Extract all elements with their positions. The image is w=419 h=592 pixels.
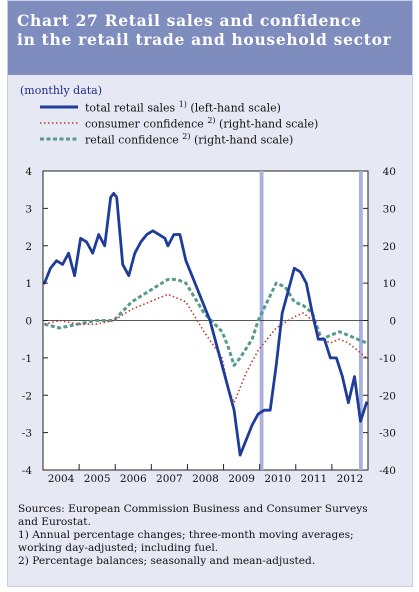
note-line-1: Sources: European Commission Business an… bbox=[18, 503, 368, 515]
x-tick-label-2012: 2012 bbox=[337, 473, 364, 485]
right-tick-label--20: -20 bbox=[379, 390, 396, 402]
x-tick-label-2006: 2006 bbox=[120, 473, 147, 485]
series-line-retail-sales bbox=[43, 192, 368, 457]
left-tick-label--4: -4 bbox=[22, 465, 33, 477]
left-tick-label-1: 1 bbox=[25, 278, 32, 290]
note-line-2: and Eurostat. bbox=[18, 516, 91, 528]
left-tick-label-3: 3 bbox=[25, 203, 32, 215]
right-tick-label-40: 40 bbox=[383, 166, 396, 178]
left-tick-label-0: 0 bbox=[25, 316, 32, 328]
legend-swatch-retail-sales bbox=[40, 105, 78, 109]
note-line-3: 1) Annual percentage changes; three-mont… bbox=[18, 529, 354, 541]
note-line-5: 2) Percentage balances; seasonally and m… bbox=[18, 555, 316, 567]
x-tick-label-2009: 2009 bbox=[228, 473, 255, 485]
right-tick-label-20: 20 bbox=[383, 241, 396, 253]
legend-swatch-consumer-confidence bbox=[40, 122, 78, 124]
chart-title-line-1: Chart 27 Retail sales and confidence bbox=[17, 11, 362, 30]
chart-title-line-2: in the retail trade and household sector bbox=[17, 30, 392, 49]
chart-title: Chart 27 Retail sales and confidence in … bbox=[17, 11, 407, 49]
right-tick-label--40: -40 bbox=[379, 465, 396, 477]
right-tick-label--10: -10 bbox=[379, 353, 396, 365]
x-tick-label-2005: 2005 bbox=[84, 473, 111, 485]
chart-header: Chart 27 Retail sales and confidence in … bbox=[8, 1, 412, 75]
legend-swatch-retail-confidence bbox=[40, 137, 78, 141]
x-axis-labels: 2004 2005 2006 2007 2008 2009 2010 2011 2012 bbox=[48, 473, 364, 485]
series-layer bbox=[43, 192, 368, 457]
left-tick-label--2: -2 bbox=[22, 390, 32, 402]
legend-label-consumer-confidence: consumer confidence 2) (right-hand scale… bbox=[85, 116, 319, 131]
left-tick-label-2: 2 bbox=[25, 241, 32, 253]
note-line-4: working day-adjusted; including fuel. bbox=[18, 542, 219, 554]
series-line-retail-confidence bbox=[44, 277, 368, 367]
legend-label-retail-sales: total retail sales 1) (left-hand scale) bbox=[85, 100, 281, 115]
chart-subtitle: (monthly data) bbox=[20, 84, 103, 97]
x-axis-ticks bbox=[78, 464, 333, 470]
left-tick-label-4: 4 bbox=[25, 166, 32, 178]
x-tick-label-2004: 2004 bbox=[48, 473, 75, 485]
x-tick-label-2007: 2007 bbox=[156, 473, 183, 485]
legend-label-retail-confidence: retail confidence 2) (right-hand scale) bbox=[85, 132, 294, 147]
right-tick-label-10: 10 bbox=[383, 278, 396, 290]
right-tick-label-0: 0 bbox=[389, 316, 396, 328]
right-tick-label--30: -30 bbox=[379, 428, 396, 440]
source-notes: Sources: European Commission Business an… bbox=[18, 503, 412, 568]
left-tick-label--1: -1 bbox=[22, 353, 32, 365]
left-tick-label--3: -3 bbox=[22, 428, 32, 440]
x-tick-label-2010: 2010 bbox=[264, 473, 291, 485]
x-tick-label-2008: 2008 bbox=[192, 473, 219, 485]
left-axis: -4 -3 -2 -1 0 1 2 3 4 bbox=[22, 166, 48, 477]
right-tick-label-30: 30 bbox=[383, 203, 396, 215]
right-axis: -40 -30 -20 -10 0 10 20 30 40 bbox=[363, 166, 396, 477]
x-tick-label-2011: 2011 bbox=[300, 473, 327, 485]
chart-panel: Chart 27 Retail sales and confidence in … bbox=[7, 0, 413, 587]
